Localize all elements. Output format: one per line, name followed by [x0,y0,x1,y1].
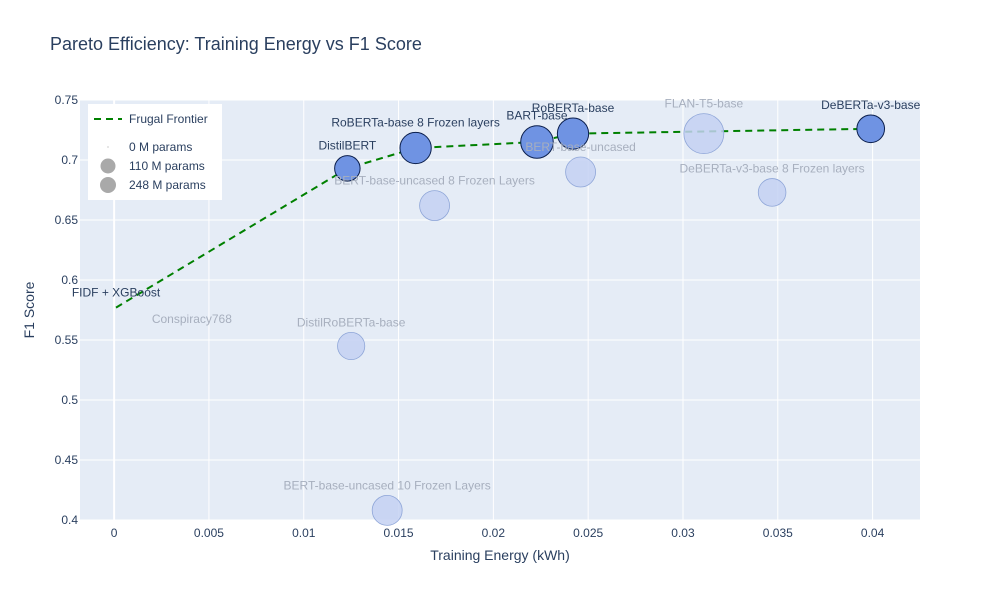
point-marker [520,125,554,159]
point-label: DeBERTa-v3-base 8 Frozen layers [679,162,864,176]
point-label: RoBERTa-base 8 Frozen layers [331,115,500,129]
y-axis-title: F1 Score [21,281,37,338]
point-label: BERT-base-uncased 8 Frozen Layers [334,174,535,188]
point-marker [757,178,787,207]
point-label: BART-base [506,109,567,123]
legend-size-marker [100,158,116,174]
frontier-line-layer [115,127,871,309]
x-tick-label: 0.005 [194,526,224,540]
legend-size-marker [107,146,109,148]
point-marker [565,156,596,188]
point-marker [371,495,403,526]
x-tick-label: 0.035 [763,526,793,540]
point-label: RoBERTa-base [532,101,615,115]
point-marker [337,331,366,361]
y-tick-label: 0.4 [61,513,78,527]
legend-size-label: 248 M params [129,178,206,192]
x-tick-label: 0.02 [482,526,506,540]
x-tick-label: 0.01 [292,526,316,540]
x-axis-title: Training Energy (kWh) [430,547,570,563]
point-marker [334,155,361,182]
point-label: Conspiracy768 [152,312,232,326]
x-tick-label: 0 [111,526,118,540]
point-marker [399,131,432,165]
y-tick-label: 0.75 [55,93,79,107]
x-tick-label: 0.03 [671,526,695,540]
legend-size-label: 0 M params [129,140,192,154]
point-label: DeBERTa-v3-base [821,98,920,112]
point-marker [419,190,450,221]
y-tick-label: 0.55 [55,333,79,347]
data-points [334,113,886,526]
point-marker [556,117,590,150]
frontier-line [115,127,871,309]
tick-labels: 0 0.005 0.01 0.015 0.02 0.025 0.03 0.035 0.04 0.4… [55,93,885,540]
legend-frontier-label: Frugal Frontier [129,112,208,126]
point-label: DistilBERT [318,139,376,153]
legend-size-marker [100,177,116,193]
x-tick-label: 0.025 [573,526,603,540]
chart-title: Pareto Efficiency: Training Energy vs F1… [50,34,422,54]
legend-size-label: 110 M params [129,159,205,173]
point-marker [683,113,725,155]
y-tick-label: 0.6 [61,273,78,287]
x-tick-label: 0.04 [861,526,885,540]
y-tick-label: 0.65 [55,213,79,227]
point-labels: Conspiracy768 DistilRoBERTa-base BERT-base… [72,97,921,493]
y-tick-label: 0.7 [61,153,78,167]
y-tick-label: 0.45 [55,453,79,467]
point-label: DistilRoBERTa-base [297,315,406,329]
legend: Frugal Frontier 0 M params 110 M params 248… [88,104,222,200]
point-marker [856,114,886,144]
x-tick-label: 0.015 [384,526,414,540]
point-label: FIDF + XGBoost [72,286,161,300]
point-label: BERT-base-uncased [525,140,636,154]
point-label: FLAN-T5-base [664,97,743,111]
point-label: BERT-base-uncased 10 Frozen Layers [284,478,491,492]
y-tick-label: 0.5 [61,393,78,407]
